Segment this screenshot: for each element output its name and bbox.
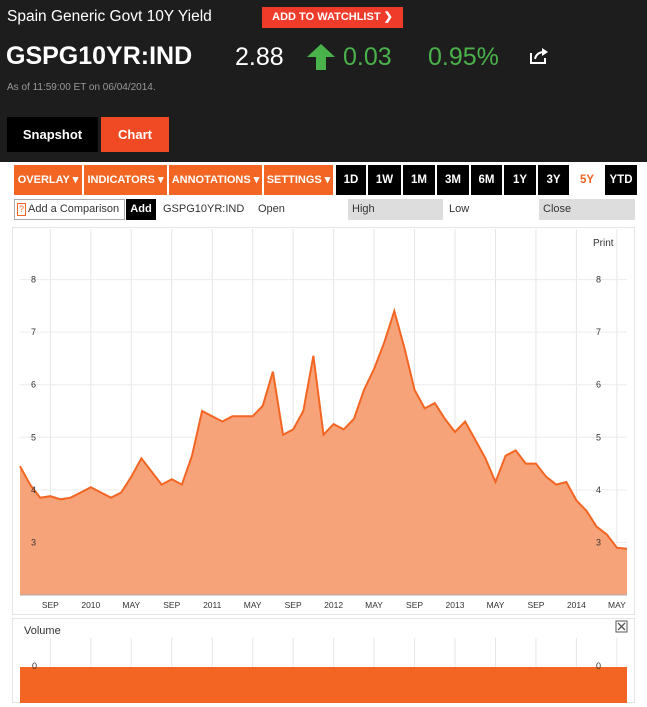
- security-title: Spain Generic Govt 10Y Yield: [7, 8, 212, 25]
- add-to-watchlist-button[interactable]: ADD TO WATCHLIST ❯: [262, 7, 403, 28]
- as-of-timestamp: As of 11:59:00 ET on 06/04/2014.: [7, 82, 156, 93]
- comparison-placeholder: Add a Comparison: [28, 203, 120, 215]
- x-tick-label: 2011: [203, 600, 222, 610]
- y-tick-label-right: 5: [596, 432, 601, 442]
- y-tick-label-right: 4: [596, 485, 601, 495]
- quote-header: Spain Generic Govt 10Y Yield ADD TO WATC…: [0, 0, 647, 162]
- settings-dropdown[interactable]: SETTINGS ▾: [264, 165, 333, 195]
- y-tick-label-right: 8: [596, 275, 601, 285]
- x-tick-label: 2010: [81, 600, 100, 610]
- x-tick-label: MAY: [122, 600, 140, 610]
- x-tick-label: MAY: [487, 600, 505, 610]
- x-tick-label: SEP: [163, 600, 180, 610]
- y-tick-label-right: 3: [596, 537, 601, 547]
- x-tick-label: MAY: [608, 600, 626, 610]
- y-tick-label-left: 8: [31, 275, 36, 285]
- axis-ticks: 8 8 7 7 6 6 5 5 4 4 3 3 SEP 2010 MAY SEP 2011 MAY SEP 2012 M…: [20, 275, 627, 610]
- y-tick-label-left: 7: [31, 327, 36, 337]
- y-tick-label-left: 5: [31, 432, 36, 442]
- close-label: Close: [539, 199, 635, 220]
- x-tick-label: SEP: [406, 600, 423, 610]
- price-chart[interactable]: 8 8 7 7 6 6 5 5 4 4 3 3 SEP 2010 MAY SEP 2011 MAY SEP 2012 M…: [12, 227, 635, 615]
- volume-tick-left: 0: [32, 661, 37, 671]
- y-tick-label-left: 3: [31, 537, 36, 547]
- share-icon[interactable]: [529, 47, 549, 65]
- price-change: 0.03: [343, 43, 392, 71]
- x-tick-label: 2012: [324, 600, 343, 610]
- price-change-percent: 0.95%: [428, 43, 499, 71]
- volume-bar: [20, 667, 627, 703]
- x-tick-label: SEP: [285, 600, 302, 610]
- range-ytd[interactable]: YTD: [605, 165, 637, 195]
- x-tick-label: MAY: [244, 600, 262, 610]
- volume-tick-right: 0: [596, 661, 601, 671]
- last-price: 2.88: [235, 43, 284, 71]
- annotations-dropdown[interactable]: ANNOTATIONS ▾: [169, 165, 262, 195]
- range-1y[interactable]: 1Y: [504, 165, 536, 195]
- comparison-input[interactable]: ? Add a Comparison: [14, 199, 125, 220]
- low-label: Low: [449, 203, 470, 215]
- y-tick-label-right: 6: [596, 380, 601, 390]
- x-tick-label: MAY: [365, 600, 383, 610]
- close-volume-icon[interactable]: [615, 620, 628, 633]
- high-label: High: [348, 199, 443, 220]
- volume-grid: [49, 638, 618, 667]
- volume-panel: Volume 0 0: [12, 618, 635, 703]
- area-fill: [20, 311, 627, 595]
- y-tick-label-left: 6: [31, 380, 36, 390]
- help-icon[interactable]: ?: [17, 203, 27, 216]
- add-comparison-button[interactable]: Add: [126, 199, 156, 220]
- overlay-dropdown[interactable]: OVERLAY ▾: [14, 165, 82, 195]
- symbol-label: GSPG10YR:IND: [163, 203, 245, 215]
- range-1w[interactable]: 1W: [368, 165, 401, 195]
- range-3y[interactable]: 3Y: [538, 165, 569, 195]
- x-tick-label: 2013: [446, 600, 465, 610]
- ticker-symbol: GSPG10YR:IND: [6, 42, 193, 70]
- range-5y[interactable]: 5Y: [571, 165, 603, 195]
- range-1d[interactable]: 1D: [336, 165, 366, 195]
- tab-snapshot[interactable]: Snapshot: [7, 117, 98, 152]
- series-line: [19, 307, 628, 550]
- range-1m[interactable]: 1M: [403, 165, 435, 195]
- open-label: Open: [258, 203, 285, 215]
- up-arrow-icon: [307, 44, 335, 70]
- print-link[interactable]: Print: [593, 238, 614, 249]
- x-tick-label: SEP: [42, 600, 59, 610]
- volume-label: Volume: [24, 625, 61, 637]
- indicators-dropdown[interactable]: INDICATORS ▾: [84, 165, 167, 195]
- range-3m[interactable]: 3M: [437, 165, 469, 195]
- x-tick-label: 2014: [567, 600, 586, 610]
- y-tick-label-left: 4: [31, 485, 36, 495]
- tab-chart[interactable]: Chart: [101, 117, 169, 152]
- x-tick-label: SEP: [527, 600, 544, 610]
- range-6m[interactable]: 6M: [471, 165, 502, 195]
- y-tick-label-right: 7: [596, 327, 601, 337]
